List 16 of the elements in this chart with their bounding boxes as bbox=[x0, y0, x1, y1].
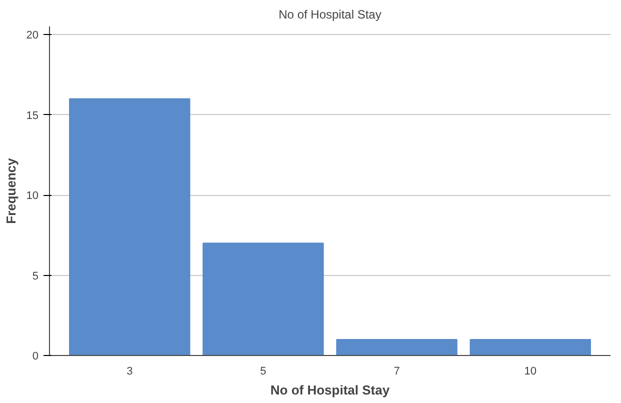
y-tick-label: 5 bbox=[32, 270, 39, 282]
bar bbox=[69, 98, 190, 356]
x-axis-title: No of Hospital Stay bbox=[270, 382, 390, 398]
y-tick-label: 15 bbox=[26, 110, 39, 122]
x-tick-label: 10 bbox=[524, 366, 536, 378]
y-tick-label: 20 bbox=[26, 30, 39, 42]
y-axis-title: Frequency bbox=[3, 157, 18, 224]
x-tick-label: 5 bbox=[260, 366, 266, 378]
y-tick-label: 10 bbox=[26, 190, 39, 202]
x-tick-label: 7 bbox=[394, 366, 400, 378]
x-tick-label: 3 bbox=[126, 366, 133, 378]
bar bbox=[202, 242, 324, 356]
bar bbox=[336, 338, 458, 356]
y-tick-label: 0 bbox=[32, 350, 39, 362]
chart-title: No of Hospital Stay bbox=[278, 8, 382, 22]
bar bbox=[470, 338, 591, 356]
